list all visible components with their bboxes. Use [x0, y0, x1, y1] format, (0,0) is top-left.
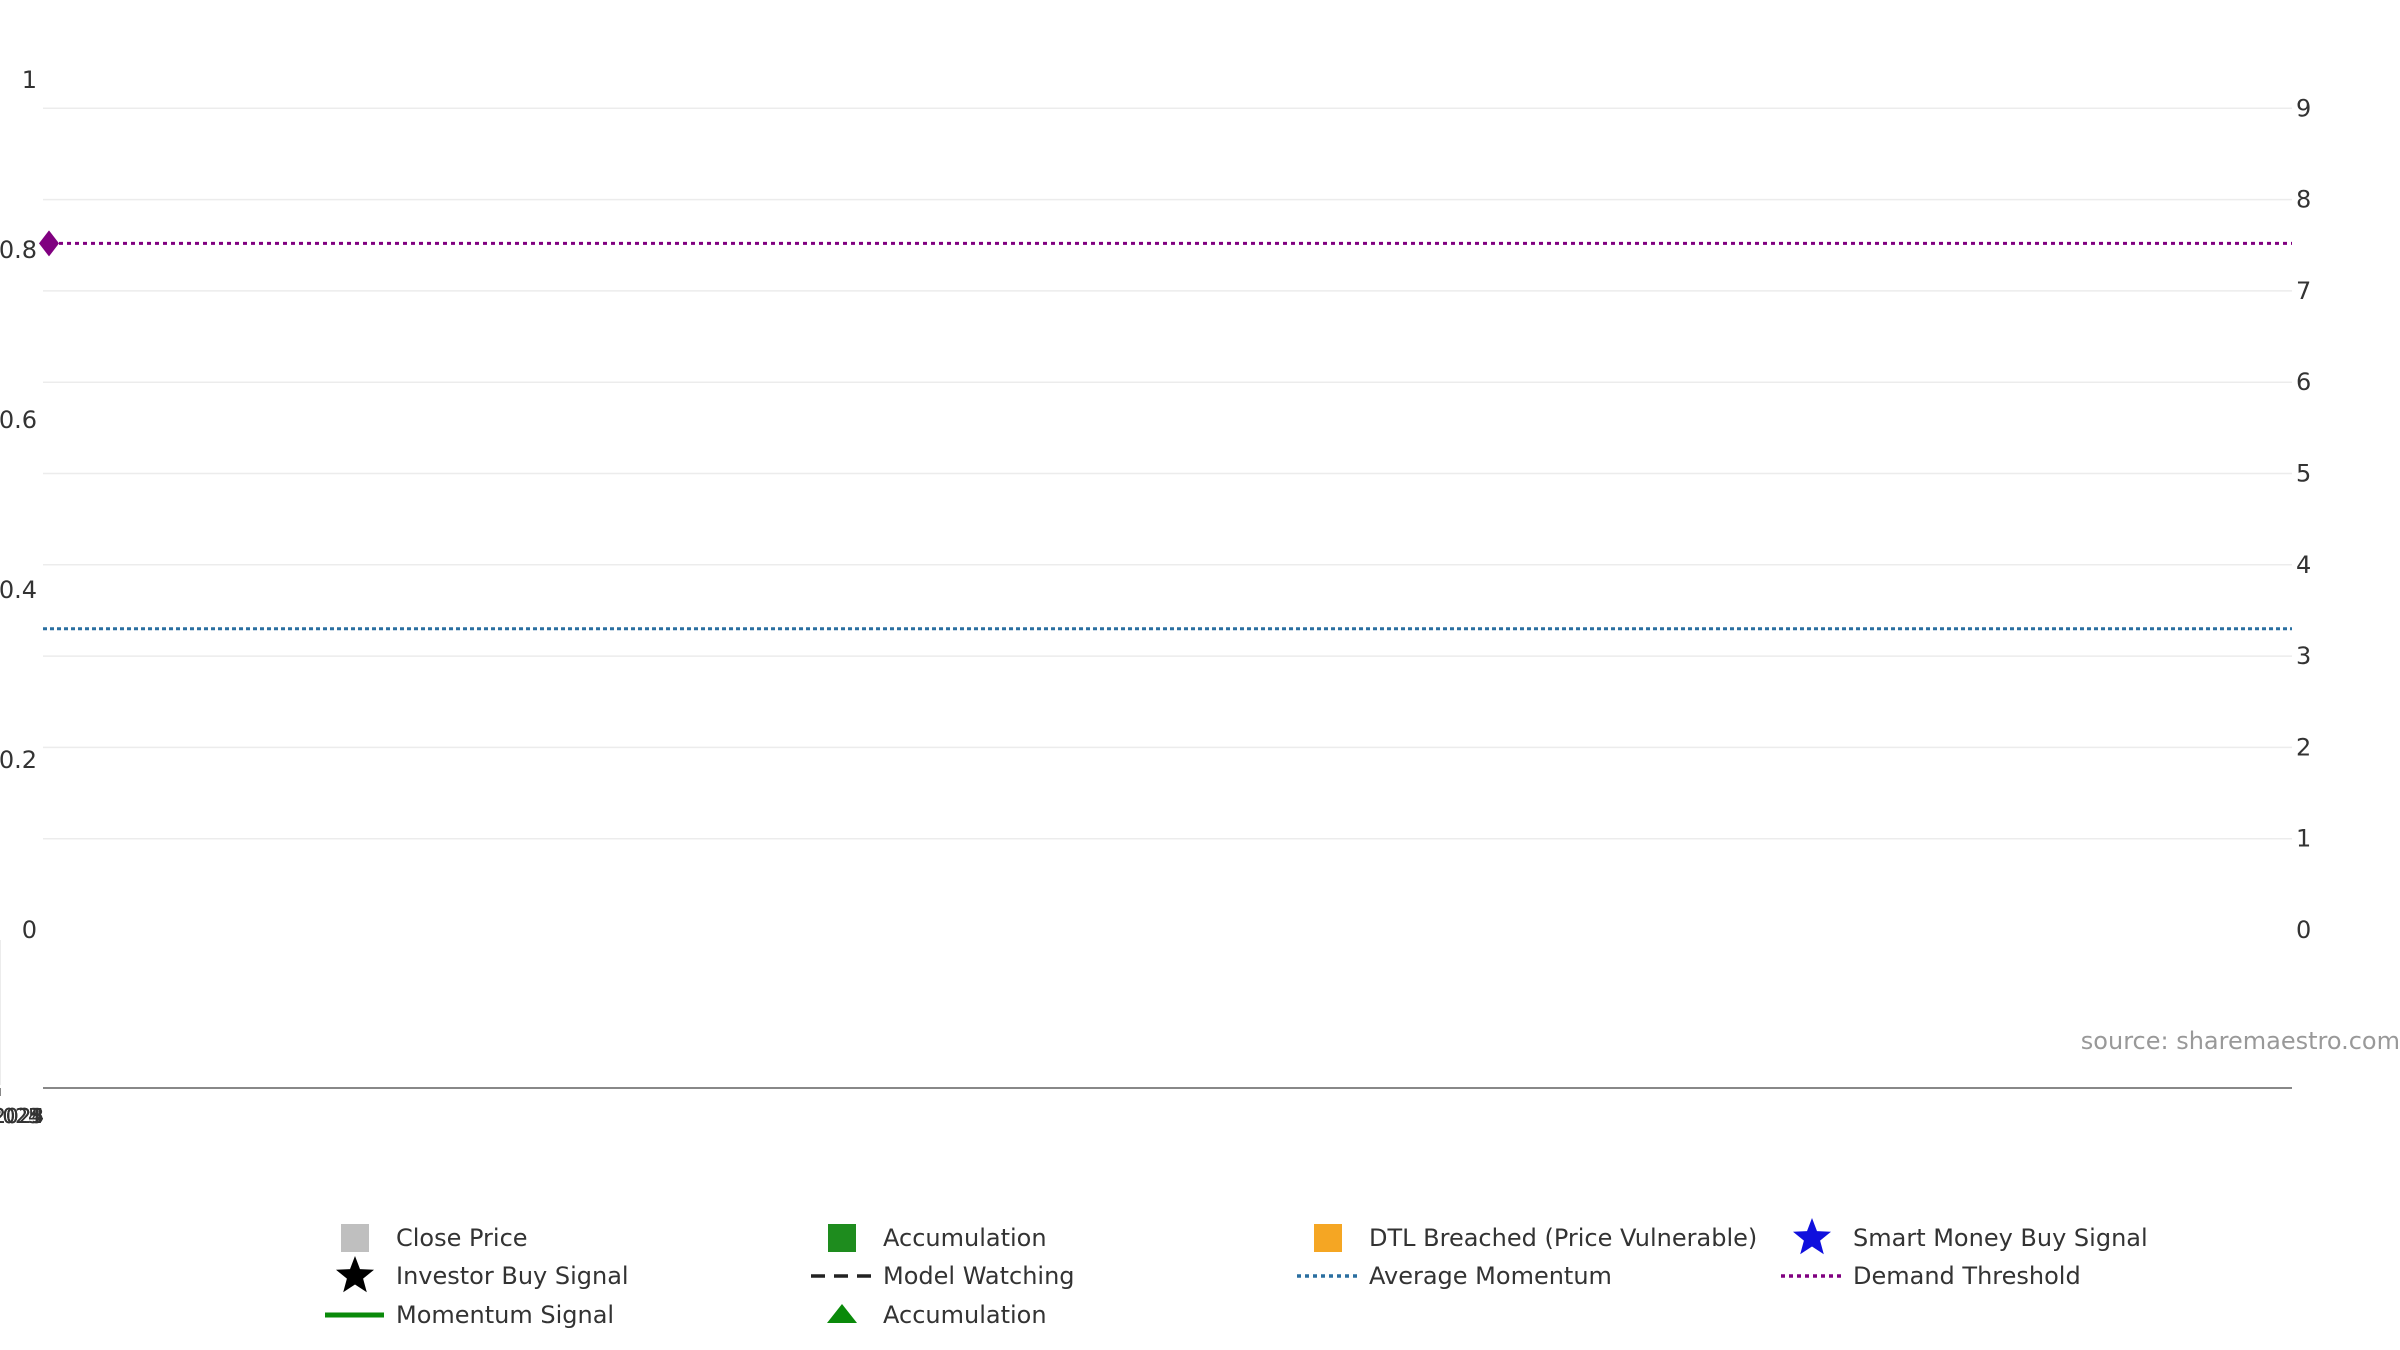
right-y-tick-label: 8: [2296, 186, 2311, 214]
legend-label: Average Momentum: [1369, 1262, 1612, 1290]
left-y-tick-label: 0.8: [0, 236, 37, 264]
x-tick-label: Jan 2024: [0, 1104, 44, 1128]
right-y-tick-label: 3: [2296, 642, 2311, 670]
legend-label: DTL Breached (Price Vulnerable): [1369, 1224, 1757, 1252]
right-y-tick-label: 4: [2296, 551, 2311, 579]
legend-swatch-close: [341, 1224, 369, 1252]
right-y-tick-label: 5: [2296, 460, 2311, 488]
axes: Jan 2023Jul 2023Jan 2024Jul 2024Jan 2025…: [0, 66, 2400, 1128]
left-y-tick-label: 0.2: [0, 746, 37, 774]
legend-label: Demand Threshold: [1853, 1262, 2081, 1290]
legend-label: Accumulation: [883, 1301, 1047, 1329]
demand-threshold-marker: [39, 230, 59, 257]
legend-item-dtl: DTL Breached (Price Vulnerable): [1314, 1224, 1757, 1252]
legend: Close Price Accumulation DTL Breached (Pri…: [325, 1218, 2148, 1329]
legend-item-watching: Model Watching: [811, 1262, 1075, 1290]
x-tick-label: Jan 2023: [0, 1104, 44, 1128]
legend-label: Model Watching: [883, 1262, 1075, 1290]
legend-star-investor: [336, 1256, 374, 1293]
source-label: source: sharemaestro.com: [2081, 1027, 2400, 1055]
legend-item-investor: Investor Buy Signal: [336, 1256, 629, 1293]
legend-item-accum_tri: Accumulation: [827, 1301, 1047, 1329]
legend-triangle-accumulation: [827, 1304, 857, 1323]
grid-lines: [0, 107, 2292, 1085]
legend-label: Investor Buy Signal: [396, 1262, 629, 1290]
right-y-tick-label: 9: [2296, 94, 2311, 122]
legend-label: Momentum Signal: [396, 1301, 614, 1329]
x-tick-label: Jul 2023: [0, 1104, 41, 1128]
legend-swatch-dtl: [1314, 1224, 1342, 1252]
reference-lines: [39, 230, 2292, 631]
legend-label: Smart Money Buy Signal: [1853, 1224, 2148, 1252]
right-y-tick-label: 6: [2296, 368, 2311, 396]
left-y-tick-label: 0: [22, 916, 37, 944]
legend-item-accum_bar: Accumulation: [828, 1224, 1047, 1252]
legend-star-smart-money: [1793, 1218, 1831, 1255]
right-y-tick-label: 1: [2296, 825, 2311, 853]
legend-item-avgmom: Average Momentum: [1297, 1262, 1612, 1290]
legend-item-demand: Demand Threshold: [1781, 1262, 2081, 1290]
right-y-tick-label: 2: [2296, 733, 2311, 761]
legend-label: Close Price: [396, 1224, 528, 1252]
x-tick-label: Jul 2024: [0, 1104, 41, 1128]
left-y-tick-label: 0.6: [0, 406, 37, 434]
legend-item-smart: Smart Money Buy Signal: [1793, 1218, 2148, 1255]
right-y-tick-label: 0: [2296, 916, 2311, 944]
legend-swatch-accumulation: [828, 1224, 856, 1252]
legend-item-close: Close Price: [341, 1224, 528, 1252]
right-y-tick-label: 7: [2296, 277, 2311, 305]
left-y-tick-label: 1: [22, 66, 37, 94]
x-tick-label: Jul 2025: [0, 1104, 41, 1128]
x-tick-label: Jan 2025: [0, 1104, 44, 1128]
legend-label: Accumulation: [883, 1224, 1047, 1252]
legend-item-momentum: Momentum Signal: [325, 1301, 614, 1329]
left-y-tick-label: 0.4: [0, 576, 37, 604]
